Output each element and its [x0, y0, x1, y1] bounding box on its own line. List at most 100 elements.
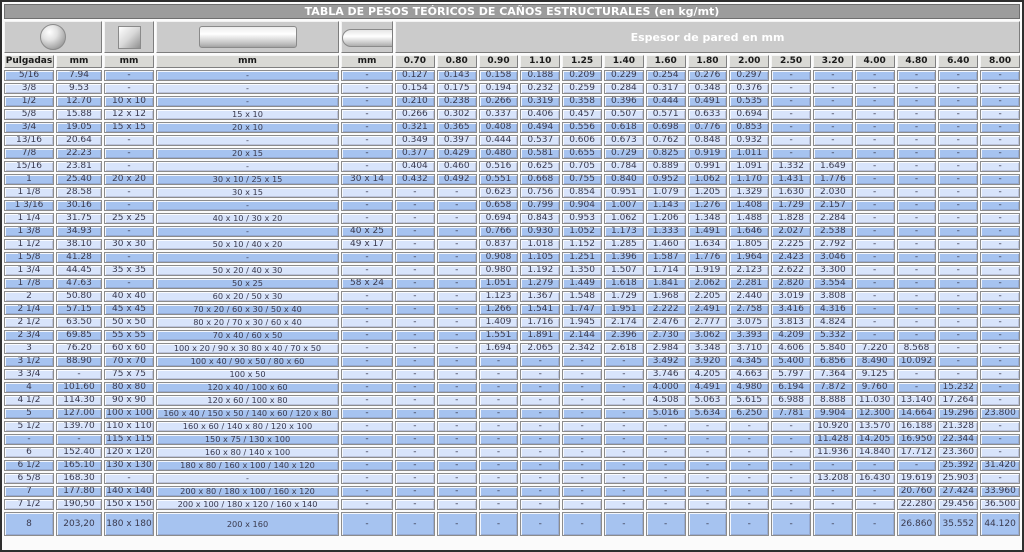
- cell-peso: 0.154: [395, 83, 435, 94]
- cell-pulgadas: 6: [4, 447, 54, 458]
- cell-peso: 23.800: [980, 408, 1020, 419]
- cell-peso: -: [980, 122, 1020, 133]
- cell-cuadrado-mm: 80 x 80: [104, 382, 154, 393]
- cell-diametro-mm: 76.20: [56, 343, 102, 354]
- cell-peso: -: [812, 512, 853, 536]
- cell-peso: -: [436, 226, 477, 237]
- cell-peso: -: [854, 278, 895, 289]
- cell-peso: 0.188: [520, 70, 561, 81]
- cell-peso: 1.729: [771, 200, 811, 211]
- cell-peso: -: [395, 226, 435, 237]
- cell-peso: 0.494: [520, 122, 561, 133]
- cell-peso: 2.820: [771, 278, 811, 289]
- cell-diametro-mm: 63.50: [56, 317, 102, 328]
- cell-peso: -: [980, 83, 1020, 94]
- cell-peso: 1.891: [520, 330, 561, 341]
- cell-peso: 1.276: [687, 200, 728, 211]
- cell-peso: 1.062: [603, 213, 644, 224]
- cell-pulgadas: 3: [4, 343, 54, 354]
- cell-peso: -: [896, 460, 937, 471]
- cell-peso: -: [854, 330, 895, 341]
- cell-oval-mm: -: [341, 486, 393, 497]
- cell-pulgadas: 7/8: [4, 148, 54, 159]
- cell-pulgadas: 1 3/8: [4, 226, 54, 237]
- cell-peso: 2.284: [812, 213, 853, 224]
- cell-peso: -: [938, 239, 979, 250]
- cell-peso: -: [896, 291, 937, 302]
- cell-peso: -: [687, 512, 728, 536]
- cell-peso: -: [520, 382, 561, 393]
- cell-peso: 1.551: [478, 330, 519, 341]
- cell-cuadrado-mm: 140 x 140: [104, 486, 154, 497]
- cell-peso: -: [980, 317, 1020, 328]
- cell-peso: -: [771, 83, 811, 94]
- thickness-header: 0.70: [395, 55, 435, 68]
- cell-peso: -: [603, 499, 644, 510]
- cell-rectangular-mm: 200 x 160: [156, 512, 339, 536]
- cell-peso: -: [980, 109, 1020, 120]
- cell-peso: 1.716: [520, 317, 561, 328]
- cell-peso: -: [854, 460, 895, 471]
- cell-peso: 8.490: [854, 356, 895, 367]
- cell-peso: 0.889: [645, 161, 686, 172]
- cell-peso: -: [478, 408, 519, 419]
- cell-peso: -: [645, 499, 686, 510]
- cell-peso: 1.007: [603, 200, 644, 211]
- cell-peso: 0.337: [478, 109, 519, 120]
- cell-peso: 3.046: [812, 252, 853, 263]
- cell-cuadrado-mm: 40 x 40: [104, 291, 154, 302]
- cell-peso: -: [854, 109, 895, 120]
- cell-peso: -: [395, 278, 435, 289]
- cell-peso: -: [771, 122, 811, 133]
- cell-peso: 0.408: [478, 122, 519, 133]
- cell-peso: 0.729: [603, 148, 644, 159]
- cell-peso: 0.776: [687, 122, 728, 133]
- cell-peso: 15.232: [938, 382, 979, 393]
- cell-cuadrado-mm: -: [104, 70, 154, 81]
- table-row: 5 1/2 139.70 110 x 110 160 x 60 / 140 x 80 …: [4, 421, 1020, 432]
- cell-oval-mm: -: [341, 265, 393, 276]
- cell-cuadrado-mm: -: [104, 278, 154, 289]
- cell-peso: -: [687, 486, 728, 497]
- cell-peso: 3.554: [812, 278, 853, 289]
- cell-peso: 0.953: [562, 213, 602, 224]
- thickness-header: 4.80: [896, 55, 937, 68]
- cell-peso: 0.232: [520, 83, 561, 94]
- cell-peso: -: [729, 473, 770, 484]
- cell-peso: -: [645, 434, 686, 445]
- cell-peso: -: [603, 486, 644, 497]
- cell-peso: 0.837: [478, 239, 519, 250]
- cell-peso: 0.492: [436, 174, 477, 185]
- cell-peso: -: [896, 369, 937, 380]
- cell-pulgadas: 1 1/8: [4, 187, 54, 198]
- table-row: 6 5/8 168.30- - - - - - - - - - - - -13.208 16.430 19.6…: [4, 473, 1020, 484]
- cell-peso: 1.091: [729, 161, 770, 172]
- cell-peso: 0.908: [478, 252, 519, 263]
- cell-peso: 1.279: [520, 278, 561, 289]
- cell-peso: 0.930: [520, 226, 561, 237]
- cell-peso: -: [729, 434, 770, 445]
- cell-peso: 0.480: [478, 148, 519, 159]
- cell-peso: -: [771, 473, 811, 484]
- cell-pulgadas: 1: [4, 174, 54, 185]
- cell-peso: -: [896, 239, 937, 250]
- cell-peso: 23.360: [938, 447, 979, 458]
- cell-peso: -: [729, 486, 770, 497]
- table-row: 2 50.80 40 x 40 60 x 20 / 50 x 30- - -1.123 1.…: [4, 291, 1020, 302]
- cell-peso: 6.988: [771, 395, 811, 406]
- cell-cuadrado-mm: -: [104, 148, 154, 159]
- cell-peso: -: [395, 369, 435, 380]
- cell-peso: -: [980, 239, 1020, 250]
- cell-peso: 1.919: [687, 265, 728, 276]
- cell-peso: 1.285: [603, 239, 644, 250]
- cell-peso: -: [896, 96, 937, 107]
- cell-oval-mm: 30 x 14: [341, 174, 393, 185]
- cell-rectangular-mm: 60 x 20 / 50 x 30: [156, 291, 339, 302]
- cell-peso: 3.416: [771, 304, 811, 315]
- cell-pulgadas: 4: [4, 382, 54, 393]
- cell-peso: -: [603, 421, 644, 432]
- cell-peso: 0.705: [562, 161, 602, 172]
- cell-peso: -: [854, 317, 895, 328]
- cell-peso: 0.432: [395, 174, 435, 185]
- cell-peso: -: [603, 512, 644, 536]
